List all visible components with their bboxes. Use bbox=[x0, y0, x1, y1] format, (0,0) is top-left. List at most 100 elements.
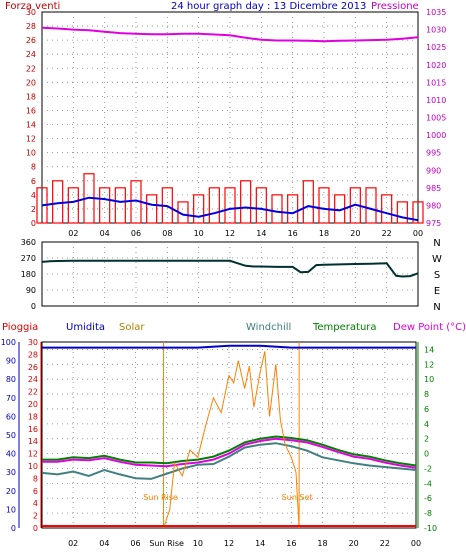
humidity-tick-label: 10 bbox=[6, 505, 16, 514]
wind-gust-bar bbox=[146, 194, 158, 224]
series-line-solar bbox=[163, 351, 300, 529]
wind-gust-bar bbox=[381, 194, 393, 224]
humidity-tick-label: 80 bbox=[6, 375, 16, 384]
rain-tick-label: 4 bbox=[33, 499, 38, 508]
direction-tick-label: 90 bbox=[26, 286, 36, 295]
wind-tick-label: 8 bbox=[31, 163, 36, 172]
direction-tick-label: 360 bbox=[21, 238, 36, 247]
series-line-umidita bbox=[42, 344, 416, 349]
wind-gust-bar bbox=[396, 201, 408, 224]
compass-label: W bbox=[432, 254, 442, 265]
temp-tick-label: -4 bbox=[424, 479, 432, 488]
wind-direction-plot-area bbox=[41, 241, 419, 307]
chart-title: 24 hour graph day : 13 Dicembre 2013 bbox=[171, 1, 366, 12]
time-tick-label: 00 bbox=[411, 539, 421, 548]
legend-temperatura: Temperatura bbox=[312, 322, 377, 333]
temp-tick-label: 2 bbox=[424, 435, 429, 444]
rain-tick-label: 12 bbox=[28, 450, 38, 459]
rain-axis-title: Pioggia bbox=[2, 322, 38, 333]
time-tick-label: 14 bbox=[255, 539, 265, 548]
time-tick-label: 20 bbox=[349, 539, 359, 548]
time-tick-label: 12 bbox=[224, 539, 234, 548]
pressure-tick-label: 995 bbox=[426, 149, 441, 158]
wind-gust-bar bbox=[99, 187, 111, 224]
pressure-tick-label: 1010 bbox=[426, 96, 446, 105]
series-line-temperatura bbox=[42, 435, 417, 467]
time-tick-label: 02 bbox=[68, 229, 78, 238]
pressure-tick-label: 990 bbox=[426, 166, 441, 175]
pressure-tick-label: 1005 bbox=[426, 114, 446, 123]
rain-tick-label: 30 bbox=[28, 338, 38, 347]
temp-tick-label: 8 bbox=[424, 390, 429, 399]
wind-gust-bar bbox=[224, 187, 236, 224]
wind-gust-bar bbox=[67, 187, 79, 224]
wind-gust-bar bbox=[271, 194, 283, 224]
time-tick-label: 04 bbox=[99, 539, 109, 548]
rain-tick-label: 16 bbox=[28, 425, 38, 434]
wind-gust-bar bbox=[193, 194, 205, 224]
rain-tick-label: 14 bbox=[28, 437, 38, 446]
rain-tick-label: 22 bbox=[28, 388, 38, 397]
time-tick-label: 16 bbox=[288, 229, 298, 238]
legend-windchill: Windchill bbox=[246, 322, 291, 333]
humidity-tick-label: 30 bbox=[6, 468, 16, 477]
temp-humidity-plot: 1009080706050403020100302826242220181614… bbox=[1, 338, 437, 548]
humidity-tick-label: 0 bbox=[11, 524, 16, 533]
humidity-tick-label: 20 bbox=[6, 487, 16, 496]
temp-tick-label: -8 bbox=[424, 509, 432, 518]
rain-tick-label: 2 bbox=[33, 512, 38, 521]
pressure-axis-title: Pressione bbox=[371, 1, 419, 12]
time-tick-label: Sun Rise bbox=[149, 539, 184, 548]
time-tick-label: 18 bbox=[319, 229, 329, 238]
wind-gust-bar bbox=[365, 187, 377, 224]
pressure-tick-label: 1030 bbox=[426, 26, 446, 35]
rain-tick-label: 10 bbox=[28, 462, 38, 471]
wind-gust-bar bbox=[302, 180, 314, 224]
wind-gust-bar bbox=[318, 187, 330, 224]
direction-tick-label: 180 bbox=[21, 270, 36, 279]
time-tick-label: 12 bbox=[225, 229, 235, 238]
direction-tick-label: 0 bbox=[31, 302, 36, 311]
rain-tick-label: 6 bbox=[33, 487, 38, 496]
rain-tick-label: 20 bbox=[28, 400, 38, 409]
compass-label: N bbox=[433, 302, 440, 313]
pressure-tick-label: 1025 bbox=[426, 43, 446, 52]
time-tick-label: 22 bbox=[382, 229, 392, 238]
wind-pressure-plot: 3028262422201816141210864201035103010251… bbox=[26, 8, 447, 238]
pressure-tick-label: 975 bbox=[426, 219, 441, 228]
wind-tick-label: 12 bbox=[26, 135, 36, 144]
temp-tick-label: 4 bbox=[424, 420, 429, 429]
series-line-dew-point-c bbox=[42, 437, 417, 469]
wind-gust-bar bbox=[114, 187, 126, 224]
legend-umidita: Umidita bbox=[66, 322, 105, 333]
series-line-windchill bbox=[41, 442, 417, 480]
wind-tick-label: 28 bbox=[26, 22, 36, 31]
pressure-tick-label: 985 bbox=[426, 184, 441, 193]
rain-tick-label: 18 bbox=[28, 412, 38, 421]
pressure-tick-label: 1035 bbox=[426, 8, 446, 17]
sunrise-annotation: Sun Rise bbox=[143, 493, 178, 502]
temp-tick-label: 12 bbox=[424, 360, 434, 369]
wind-tick-label: 22 bbox=[26, 64, 36, 73]
temp-tick-label: 14 bbox=[424, 345, 434, 354]
wind-tick-label: 24 bbox=[26, 50, 36, 59]
wind-tick-label: 30 bbox=[26, 8, 36, 17]
time-tick-label: 02 bbox=[68, 539, 78, 548]
pressure-line bbox=[41, 26, 419, 43]
wind-tick-label: 14 bbox=[26, 121, 36, 130]
time-tick-label: 06 bbox=[131, 229, 141, 238]
compass-label: N bbox=[433, 238, 440, 249]
compass-label: S bbox=[434, 270, 440, 281]
compass-label: E bbox=[434, 286, 440, 297]
wind-direction-line bbox=[41, 259, 419, 278]
rain-tick-label: 24 bbox=[28, 375, 38, 384]
time-tick-label: 06 bbox=[130, 539, 140, 548]
temp-tick-label: -10 bbox=[424, 524, 437, 533]
temp-tick-label: 6 bbox=[424, 405, 429, 414]
wind-average-line bbox=[41, 196, 419, 222]
wind-axis-title: Forza venti bbox=[5, 1, 60, 12]
wind-tick-label: 10 bbox=[26, 149, 36, 158]
rain-tick-label: 26 bbox=[28, 363, 38, 372]
